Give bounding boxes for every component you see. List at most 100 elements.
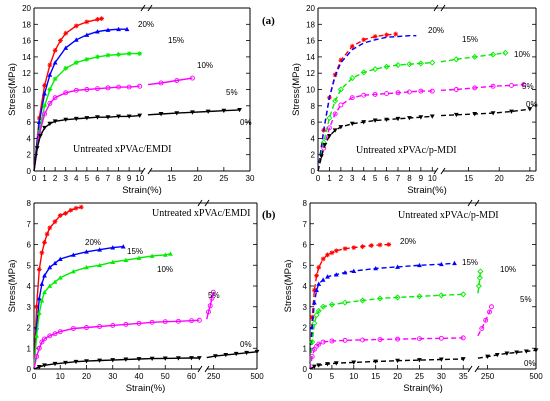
marker-point [84,19,90,25]
marker-point [429,59,436,66]
marker-point [417,60,424,67]
marker-point [309,314,315,320]
marker-point [97,262,103,268]
marker-point [483,317,489,323]
series-line-right [477,306,493,337]
series-20pct [309,242,392,370]
marker-point [110,322,116,328]
panel-annotation: Untreated xPVAc/p-MDI [356,145,457,156]
marker-point [137,51,143,57]
x-tick-label: 1 [42,174,47,183]
series-label: 0% [524,359,536,368]
x-tick-label: 7 [396,174,401,183]
marker-point [349,43,355,49]
series-line [309,358,464,370]
series-label: 5% [226,88,238,97]
marker-point [372,34,378,39]
marker-point [460,291,467,298]
marker-point [149,356,155,362]
marker-point [63,30,69,36]
marker-point [196,356,202,361]
marker-point [325,362,330,367]
marker-point [84,56,90,62]
marker-point [190,110,195,115]
x-tick-label: 20 [82,372,91,381]
x-tick-label: 25 [415,372,424,381]
axis-break-mark [440,4,446,12]
marker-point [70,269,76,274]
x-tick-label: 20 [393,372,402,381]
panel-bottom-right: 0 1 2 3 4 5 6 7 8 0 5 10 15 20 25 30 35 250 500 Strain(%) St… [283,199,543,394]
marker-point [373,359,379,364]
series-line-right [440,52,506,63]
marker-point [395,116,401,122]
marker-point [47,100,53,106]
marker-point [521,82,527,88]
x-tick-label: 25 [525,174,534,183]
marker-point [244,350,249,356]
panel-bottom-left: 0 1 2 3 4 5 6 7 8 0 10 20 30 40 50 60 250 500 Strain(%) Str… [7,199,264,394]
marker-point [39,298,45,303]
marker-point [162,356,168,361]
marker-point [63,65,69,71]
marker-point [254,349,260,355]
marker-point [351,245,357,251]
marker-point [120,244,126,249]
marker-point [126,114,132,119]
y-tick-label: 4 [303,282,308,291]
series-label: 15% [168,36,184,45]
x-tick-label: 10 [349,372,358,381]
marker-point [487,309,492,315]
marker-point [34,304,40,310]
x-tick-label: 250 [481,372,495,381]
marker-point [42,289,47,295]
marker-point [52,219,58,225]
series-label: 0% [240,340,252,349]
marker-point [361,120,367,125]
marker-point [533,348,539,353]
marker-point [494,352,500,358]
marker-point [360,69,367,76]
marker-point [361,92,367,98]
x-tick-label: 3 [350,174,355,183]
series-5pct [33,75,195,172]
marker-point [314,273,319,279]
axis-break-mark [433,4,439,12]
marker-point [42,91,47,96]
marker-point [313,312,320,319]
y-tick-label: 12 [306,69,315,78]
x-tick-label: 4 [361,174,366,183]
marker-point [209,296,215,301]
marker-point [105,52,111,58]
y-tick-label: 0 [27,365,32,374]
marker-point [149,319,155,325]
marker-point [407,116,412,121]
marker-point [84,325,89,330]
y-tick-label: 4 [27,282,32,291]
marker-point [124,26,130,32]
marker-point [63,117,69,123]
marker-point [342,246,348,252]
marker-point [47,333,53,339]
x-axis-label: Strain(%) [403,383,443,394]
series-line [317,61,433,172]
marker-point [349,95,355,101]
marker-point [63,45,69,50]
marker-point [99,16,105,21]
marker-point [523,349,529,354]
axis-break-mark [474,365,480,373]
y-tick-label: 5 [303,261,308,270]
x-tick-label: 30 [437,372,446,381]
y-tick-label: 5 [27,261,32,270]
series-line [33,319,200,370]
marker-point [333,248,339,254]
series-15pct [33,244,126,370]
marker-point [116,26,121,32]
series-line [309,293,464,370]
marker-point [70,252,76,257]
series-5pct [317,82,527,172]
y-tick-label: 14 [306,53,315,62]
marker-point [57,329,63,335]
marker-point [123,357,129,362]
